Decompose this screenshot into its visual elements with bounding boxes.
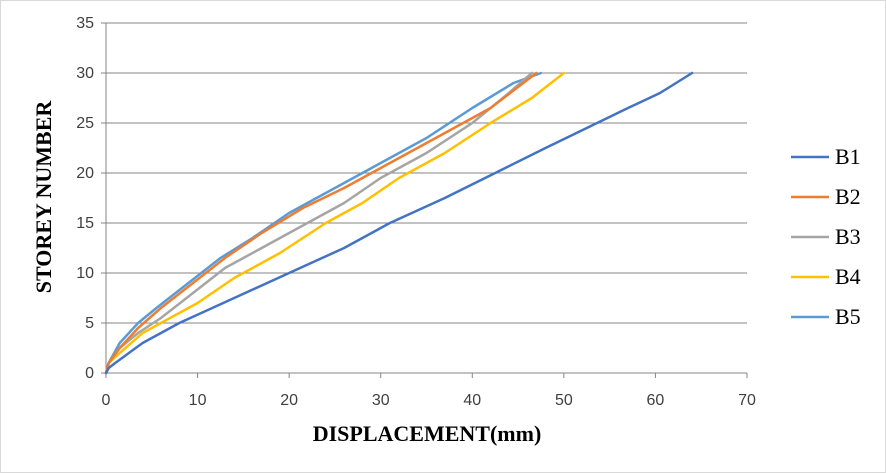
axes (101, 22, 748, 378)
x-tick-label: 60 (647, 392, 665, 409)
y-tick-label: 5 (85, 315, 94, 332)
series-line-b4 (104, 71, 566, 375)
x-tick-label: 50 (555, 392, 573, 409)
x-tick-label: 40 (463, 392, 481, 409)
y-tick-label: 30 (76, 65, 94, 82)
gridlines (106, 22, 747, 324)
y-tick-label: 25 (76, 115, 94, 132)
series-lines (104, 71, 694, 375)
legend-label-b3: B3 (835, 224, 861, 249)
tick-labels: 0 5 10 15 20 25 30 35 0 10 20 30 40 50 60 70 (76, 15, 756, 409)
legend-label-b2: B2 (835, 184, 861, 209)
x-tick-label: 70 (738, 392, 756, 409)
y-tick-label: 10 (76, 265, 94, 282)
x-tick-label: 0 (102, 392, 111, 409)
y-tick-label: 15 (76, 215, 94, 232)
y-tick-label: 0 (85, 365, 94, 382)
series-line-b1 (104, 71, 694, 375)
legend-label-b1: B1 (835, 144, 861, 169)
legend-label-b5: B5 (835, 304, 861, 329)
legend-label-b4: B4 (835, 264, 861, 289)
y-axis-title: STOREY NUMBER (31, 100, 56, 294)
x-tick-label: 30 (372, 392, 390, 409)
series-line-b2 (104, 71, 538, 375)
y-tick-label: 20 (76, 165, 94, 182)
x-tick-label: 10 (189, 392, 207, 409)
legend: B1 B2 B3 B4 B5 (791, 144, 861, 329)
x-tick-label: 20 (280, 392, 298, 409)
x-axis-title: DISPLACEMENT(mm) (313, 421, 542, 446)
y-tick-label: 35 (76, 15, 94, 32)
